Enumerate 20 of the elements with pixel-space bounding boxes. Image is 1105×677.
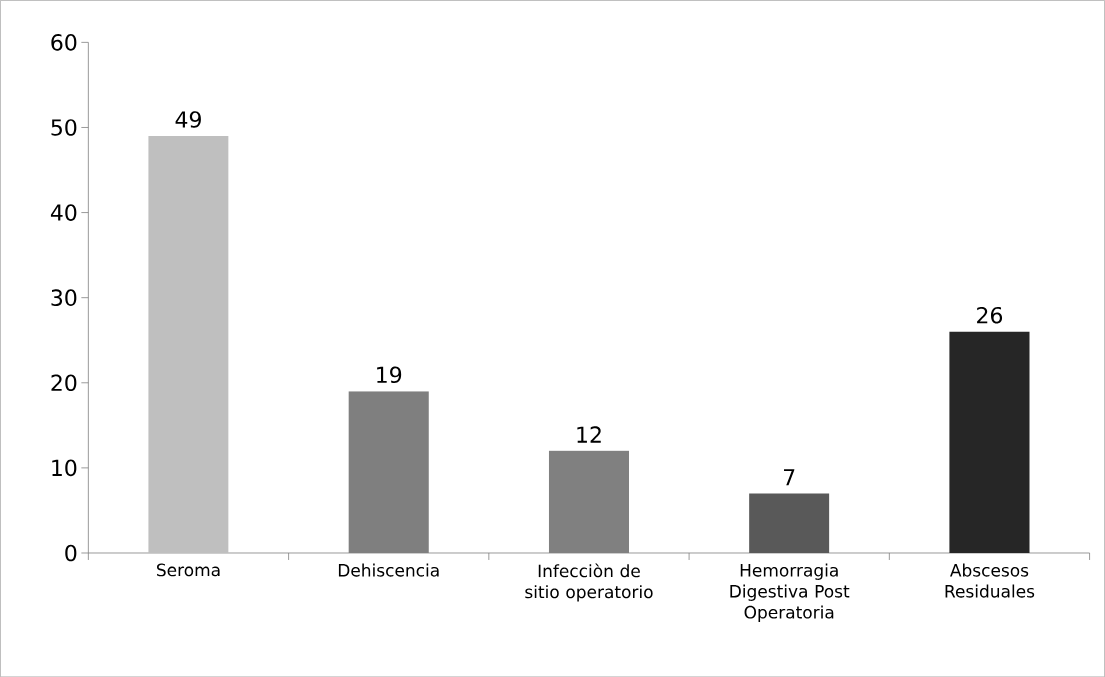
x-tick-label: Abscesos Residuales: [945, 563, 1035, 598]
y-tick-label: 40: [50, 204, 77, 221]
x-tick-label: Hemorragia Digestiva Post Operatoria: [730, 563, 850, 622]
x-tick-label: Infecciòn de sitio operatorio: [525, 563, 653, 602]
y-tick-label: 50: [51, 119, 77, 136]
x-tick-label: Seroma: [156, 563, 220, 577]
bar: [148, 135, 229, 553]
bar: [749, 493, 830, 553]
data-label: 26: [977, 306, 1003, 324]
y-tick-label: 0: [65, 544, 77, 562]
y-tick-label: 30: [51, 289, 77, 306]
data-label: 7: [784, 469, 795, 486]
y-tick-label: 10: [52, 459, 77, 477]
bar: [949, 331, 1030, 553]
x-tick-label: Dehiscencia: [338, 563, 439, 577]
data-label: 12: [577, 426, 601, 443]
data-label: 49: [175, 111, 201, 128]
y-tick-label: 20: [51, 374, 77, 391]
data-label: 19: [377, 366, 402, 383]
y-tick-label: 60: [51, 33, 77, 51]
